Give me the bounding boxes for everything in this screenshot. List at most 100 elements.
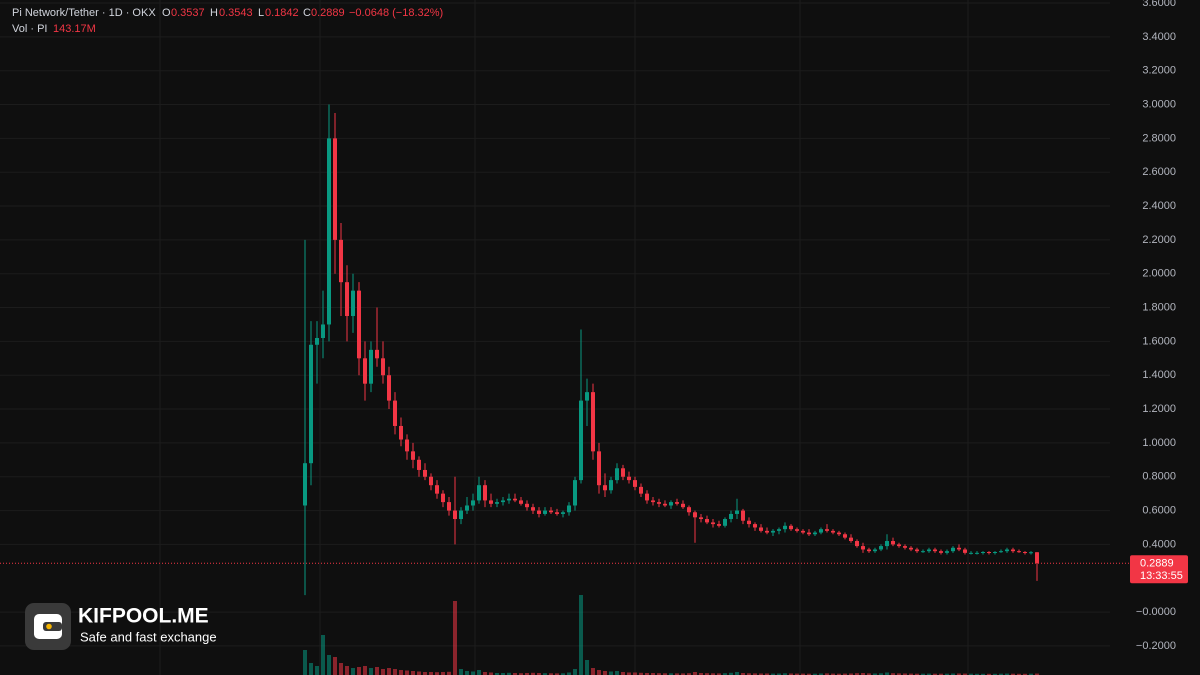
volume-bar xyxy=(423,672,427,675)
volume-value: 143.17M xyxy=(53,23,96,35)
volume-bar xyxy=(561,673,565,675)
candle-body xyxy=(693,512,697,518)
logo xyxy=(25,603,71,650)
candle-body xyxy=(729,513,733,520)
volume-bar xyxy=(429,672,433,675)
volume-bar xyxy=(303,650,307,675)
volume-bar xyxy=(837,673,841,675)
volume-bar xyxy=(393,669,397,675)
candle-body xyxy=(657,502,661,504)
volume-bar xyxy=(963,673,967,675)
volume-bar xyxy=(639,672,643,675)
candle-body xyxy=(633,480,637,487)
volume-bar xyxy=(987,673,991,675)
volume-bar xyxy=(459,669,463,675)
volume-bar xyxy=(501,673,505,675)
high-value: 0.3543 xyxy=(219,7,253,19)
candle-body xyxy=(687,507,691,513)
volume-bar xyxy=(855,673,859,675)
candle-body xyxy=(495,502,499,504)
ohlc-key: C xyxy=(303,7,311,19)
volume-bar xyxy=(669,673,673,675)
volume-bar xyxy=(759,673,763,675)
volume-bar xyxy=(471,671,475,675)
volume-bar xyxy=(387,668,391,675)
candle-body xyxy=(987,552,991,554)
volume-bar xyxy=(483,672,487,675)
volume-bar xyxy=(555,673,559,675)
volume-bar xyxy=(891,673,895,675)
symbol: Pi Network/Tether · 1D · OKX xyxy=(12,7,156,19)
candle-body xyxy=(513,498,517,501)
candle-body xyxy=(819,529,823,533)
volume-bar xyxy=(645,673,649,675)
volume-bar xyxy=(465,671,469,675)
volume-bar xyxy=(813,673,817,675)
candle-body xyxy=(963,549,967,553)
candle-body xyxy=(345,282,349,317)
volume-bar xyxy=(999,673,1003,675)
candle-body xyxy=(885,541,889,547)
volume-bar xyxy=(723,673,727,675)
volume-bar xyxy=(675,673,679,675)
candle-body xyxy=(321,324,325,339)
volume-bar xyxy=(717,673,721,675)
volume-bar xyxy=(801,673,805,675)
volume-bar xyxy=(711,673,715,675)
candle-body xyxy=(399,425,403,440)
volume-bar xyxy=(1023,673,1027,675)
candle-body xyxy=(699,517,703,520)
candle-body xyxy=(603,485,607,491)
y-tick-label: 0.6000 xyxy=(1142,504,1176,516)
volume-bar xyxy=(825,673,829,675)
volume-bar xyxy=(729,672,733,675)
volume-bar xyxy=(615,671,619,675)
candle-body xyxy=(501,500,505,503)
volume-bar xyxy=(405,670,409,675)
volume-bar xyxy=(597,670,601,675)
candle-body xyxy=(435,485,439,494)
y-tick-label: 3.0000 xyxy=(1142,98,1176,110)
candle-body xyxy=(573,480,577,506)
candle-body xyxy=(861,546,865,550)
volume-bar xyxy=(573,669,577,675)
y-tick-label: 2.6000 xyxy=(1142,166,1176,178)
volume-bar xyxy=(633,672,637,675)
candle-body xyxy=(585,392,589,401)
candle-body xyxy=(807,532,811,535)
candle-body xyxy=(669,502,673,506)
volume-bar xyxy=(681,673,685,675)
candle-body xyxy=(519,500,523,504)
candle-body xyxy=(765,530,769,533)
y-tick-label: 3.4000 xyxy=(1142,31,1176,43)
volume-bar xyxy=(447,671,451,675)
candle-body xyxy=(927,549,931,552)
candle-body xyxy=(867,549,871,552)
candle-body xyxy=(705,519,709,523)
y-tick-label: 3.2000 xyxy=(1142,65,1176,77)
volume-bar xyxy=(627,672,631,675)
volume-bar xyxy=(663,673,667,675)
volume-bar xyxy=(843,673,847,675)
volume-bar xyxy=(1029,673,1033,675)
y-tick-label: 2.4000 xyxy=(1142,200,1176,212)
candle-body xyxy=(411,451,415,460)
candle-body xyxy=(525,503,529,508)
volume-bar xyxy=(897,673,901,675)
candle-body xyxy=(423,469,427,477)
volume-bar xyxy=(309,663,313,675)
volume-bar xyxy=(687,673,691,675)
candle-body xyxy=(309,344,313,464)
candle-body xyxy=(537,510,541,514)
volume-bar xyxy=(657,673,661,675)
candle-body xyxy=(753,524,757,528)
ohlc-key: L xyxy=(258,7,264,19)
candle-body xyxy=(627,476,631,481)
candle-body xyxy=(951,547,955,552)
volume-bar xyxy=(417,671,421,675)
candle-body xyxy=(579,400,583,481)
candle-body xyxy=(873,549,877,552)
volume-bar xyxy=(609,671,613,675)
volume-bar xyxy=(333,657,337,675)
